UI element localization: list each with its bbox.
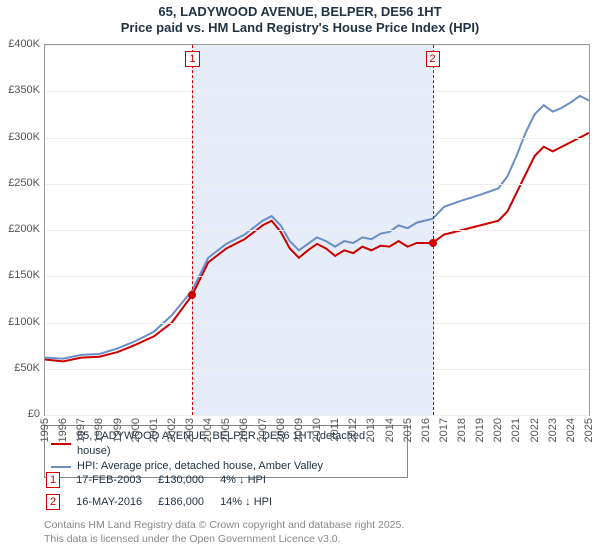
x-axis-label: 2007 xyxy=(257,418,269,442)
event-delta-1: 4% ↓ HPI xyxy=(220,470,286,490)
x-axis-label: 2016 xyxy=(420,418,432,442)
x-axis-label: 2002 xyxy=(166,418,178,442)
attribution-line-2: This data is licensed under the Open Gov… xyxy=(44,532,404,546)
x-axis-label: 1999 xyxy=(112,418,124,442)
x-axis-label: 2011 xyxy=(329,418,341,442)
x-axis-label: 2006 xyxy=(238,418,250,442)
y-axis-label: £0 xyxy=(0,408,40,420)
event-vline-marker: 2 xyxy=(426,51,440,67)
x-axis-label: 2015 xyxy=(402,418,414,442)
event-date-1: 17-FEB-2003 xyxy=(76,470,156,490)
x-axis-label: 2013 xyxy=(365,418,377,442)
attribution-text: Contains HM Land Registry data © Crown c… xyxy=(44,518,404,546)
chart-title-line2: Price paid vs. HM Land Registry's House … xyxy=(0,20,600,35)
x-axis-label: 2020 xyxy=(492,418,504,442)
event-price-1: £130,000 xyxy=(158,470,218,490)
y-axis-label: £400K xyxy=(0,38,40,50)
chart-plot-area: 12 xyxy=(44,44,590,416)
x-axis-label: 2005 xyxy=(220,418,232,442)
event-vline-marker: 1 xyxy=(185,51,199,67)
x-axis-label: 2023 xyxy=(547,418,559,442)
x-axis-label: 1997 xyxy=(75,418,87,442)
x-axis-label: 2003 xyxy=(184,418,196,442)
x-axis-label: 2008 xyxy=(275,418,287,442)
x-axis-label: 2001 xyxy=(148,418,160,442)
x-axis-label: 2000 xyxy=(130,418,142,442)
x-axis-label: 2017 xyxy=(438,418,450,442)
x-axis-label: 1995 xyxy=(39,418,51,442)
x-axis-label: 1998 xyxy=(93,418,105,442)
x-axis-label: 2019 xyxy=(474,418,486,442)
x-axis-label: 2014 xyxy=(384,418,396,442)
legend-swatch-1 xyxy=(51,443,71,445)
event-row-2: 2 16-MAY-2016 £186,000 14% ↓ HPI xyxy=(46,492,286,512)
y-axis-label: £100K xyxy=(0,316,40,328)
y-axis-label: £50K xyxy=(0,362,40,374)
y-axis-label: £250K xyxy=(0,177,40,189)
x-axis-label: 1996 xyxy=(57,418,69,442)
event-dot xyxy=(188,291,196,299)
y-axis-label: £200K xyxy=(0,223,40,235)
event-date-2: 16-MAY-2016 xyxy=(76,492,156,512)
x-axis-label: 2024 xyxy=(565,418,577,442)
event-delta-2: 14% ↓ HPI xyxy=(220,492,286,512)
x-axis-label: 2012 xyxy=(347,418,359,442)
y-axis-label: £350K xyxy=(0,84,40,96)
x-axis-label: 2004 xyxy=(202,418,214,442)
x-axis-label: 2018 xyxy=(456,418,468,442)
x-axis-label: 2009 xyxy=(293,418,305,442)
x-axis-label: 2025 xyxy=(583,418,595,442)
x-axis-label: 2022 xyxy=(529,418,541,442)
event-price-2: £186,000 xyxy=(158,492,218,512)
events-table: 1 17-FEB-2003 £130,000 4% ↓ HPI 2 16-MAY… xyxy=(44,468,288,514)
y-axis-label: £150K xyxy=(0,269,40,281)
x-axis-label: 2021 xyxy=(510,418,522,442)
event-marker-1: 1 xyxy=(46,472,60,488)
event-dot xyxy=(429,239,437,247)
event-marker-2: 2 xyxy=(46,494,60,510)
chart-title-line1: 65, LADYWOOD AVENUE, BELPER, DE56 1HT xyxy=(0,4,600,19)
attribution-line-1: Contains HM Land Registry data © Crown c… xyxy=(44,518,404,532)
x-axis-label: 2010 xyxy=(311,418,323,442)
y-axis-label: £300K xyxy=(0,131,40,143)
event-row-1: 1 17-FEB-2003 £130,000 4% ↓ HPI xyxy=(46,470,286,490)
